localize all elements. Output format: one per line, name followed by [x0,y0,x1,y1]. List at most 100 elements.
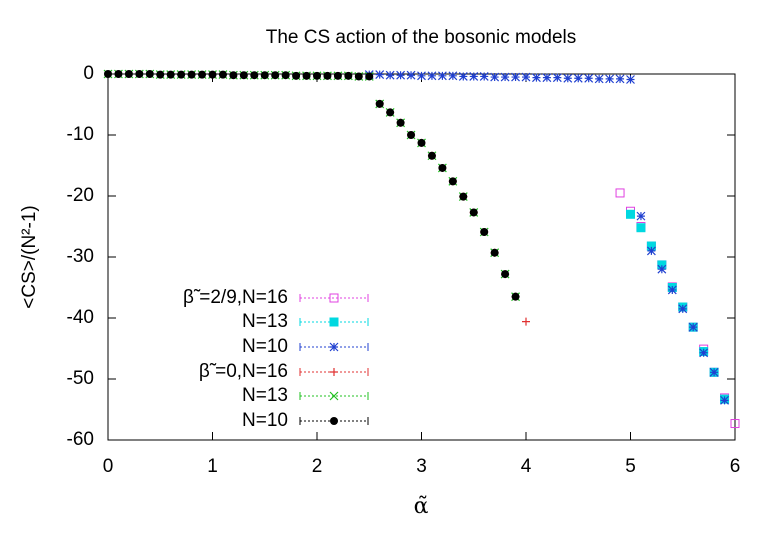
marker-shape [479,72,489,81]
marker-shape [500,72,510,82]
data-point [573,73,583,83]
data-point [124,70,133,78]
data-point [177,70,186,79]
data-point [329,342,339,352]
marker-shape [329,342,339,352]
marker-shape [333,71,342,80]
x-tick-label: 2 [312,456,323,477]
marker-shape [344,71,353,80]
marker-shape [563,73,573,83]
data-point [646,246,656,256]
data-point [406,70,416,80]
data-point [699,348,709,358]
data-point [208,70,217,79]
marker-shape [313,71,321,80]
data-point [330,417,338,425]
data-point [437,71,447,81]
data-point [385,70,395,80]
y-tick-label: -30 [67,246,94,267]
marker-shape [323,71,332,80]
marker-shape [396,118,405,127]
marker-shape [386,108,395,117]
data-point [511,72,520,82]
data-point [239,71,248,80]
marker-shape [636,223,646,233]
marker-shape [458,72,468,81]
marker-shape [636,211,646,221]
data-point [114,70,123,78]
marker-shape [501,270,510,279]
data-point [448,177,457,186]
data-point [448,71,458,81]
data-point [313,71,321,80]
data-point [636,223,646,233]
y-axis-label: <CS>/(N²-1) [19,205,40,308]
data-point [678,304,688,314]
marker-shape [417,138,426,147]
data-point [542,73,552,83]
data-point [417,71,426,81]
data-point [563,73,573,83]
x-tick-label: 4 [521,456,532,477]
data-point [250,71,259,80]
data-point [469,208,478,217]
data-point [511,292,520,301]
y-tick-label: -50 [67,368,94,389]
data-point [135,70,144,78]
marker-shape [448,177,457,186]
marker-shape [114,70,123,78]
marker-shape [302,71,311,80]
marker-shape [427,71,437,81]
marker-shape [688,322,698,332]
data-point [365,72,374,81]
data-point [626,75,635,84]
data-point [480,227,489,236]
marker-shape [469,208,478,217]
data-point [490,248,499,257]
marker-shape [437,71,447,81]
data-point [427,151,436,160]
data-point [626,209,635,219]
marker-shape [542,73,552,83]
marker-shape [511,292,520,301]
data-point [354,72,363,81]
marker-shape [329,391,339,401]
data-point [479,72,489,81]
data-point [396,118,405,127]
marker-shape [329,293,339,303]
data-point [271,71,280,80]
marker-shape [208,70,217,79]
data-point [396,70,406,80]
marker-shape [490,72,500,82]
marker-shape [699,348,709,358]
data-point [187,70,196,79]
data-point [218,70,227,79]
data-point [438,163,447,172]
marker-shape [730,419,740,429]
marker-shape [365,72,374,81]
marker-shape [281,71,290,80]
marker-shape [375,70,385,80]
marker-shape [396,70,406,80]
marker-shape [166,70,175,79]
marker-shape [145,70,154,78]
marker-shape [198,70,207,79]
data-point [375,99,384,108]
marker-shape [218,70,227,79]
data-point [552,73,562,83]
marker-shape [511,72,520,82]
data-point [636,211,646,221]
marker-shape [156,70,165,79]
data-point [166,70,175,79]
marker-shape [124,70,133,78]
y-tick-label: -60 [67,429,94,450]
data-point [532,73,541,83]
data-point [490,72,500,82]
data-point [145,70,154,78]
data-point [375,70,385,80]
data-point [329,293,339,303]
data-point [615,74,625,84]
data-point [501,270,510,279]
marker-shape [330,368,338,376]
